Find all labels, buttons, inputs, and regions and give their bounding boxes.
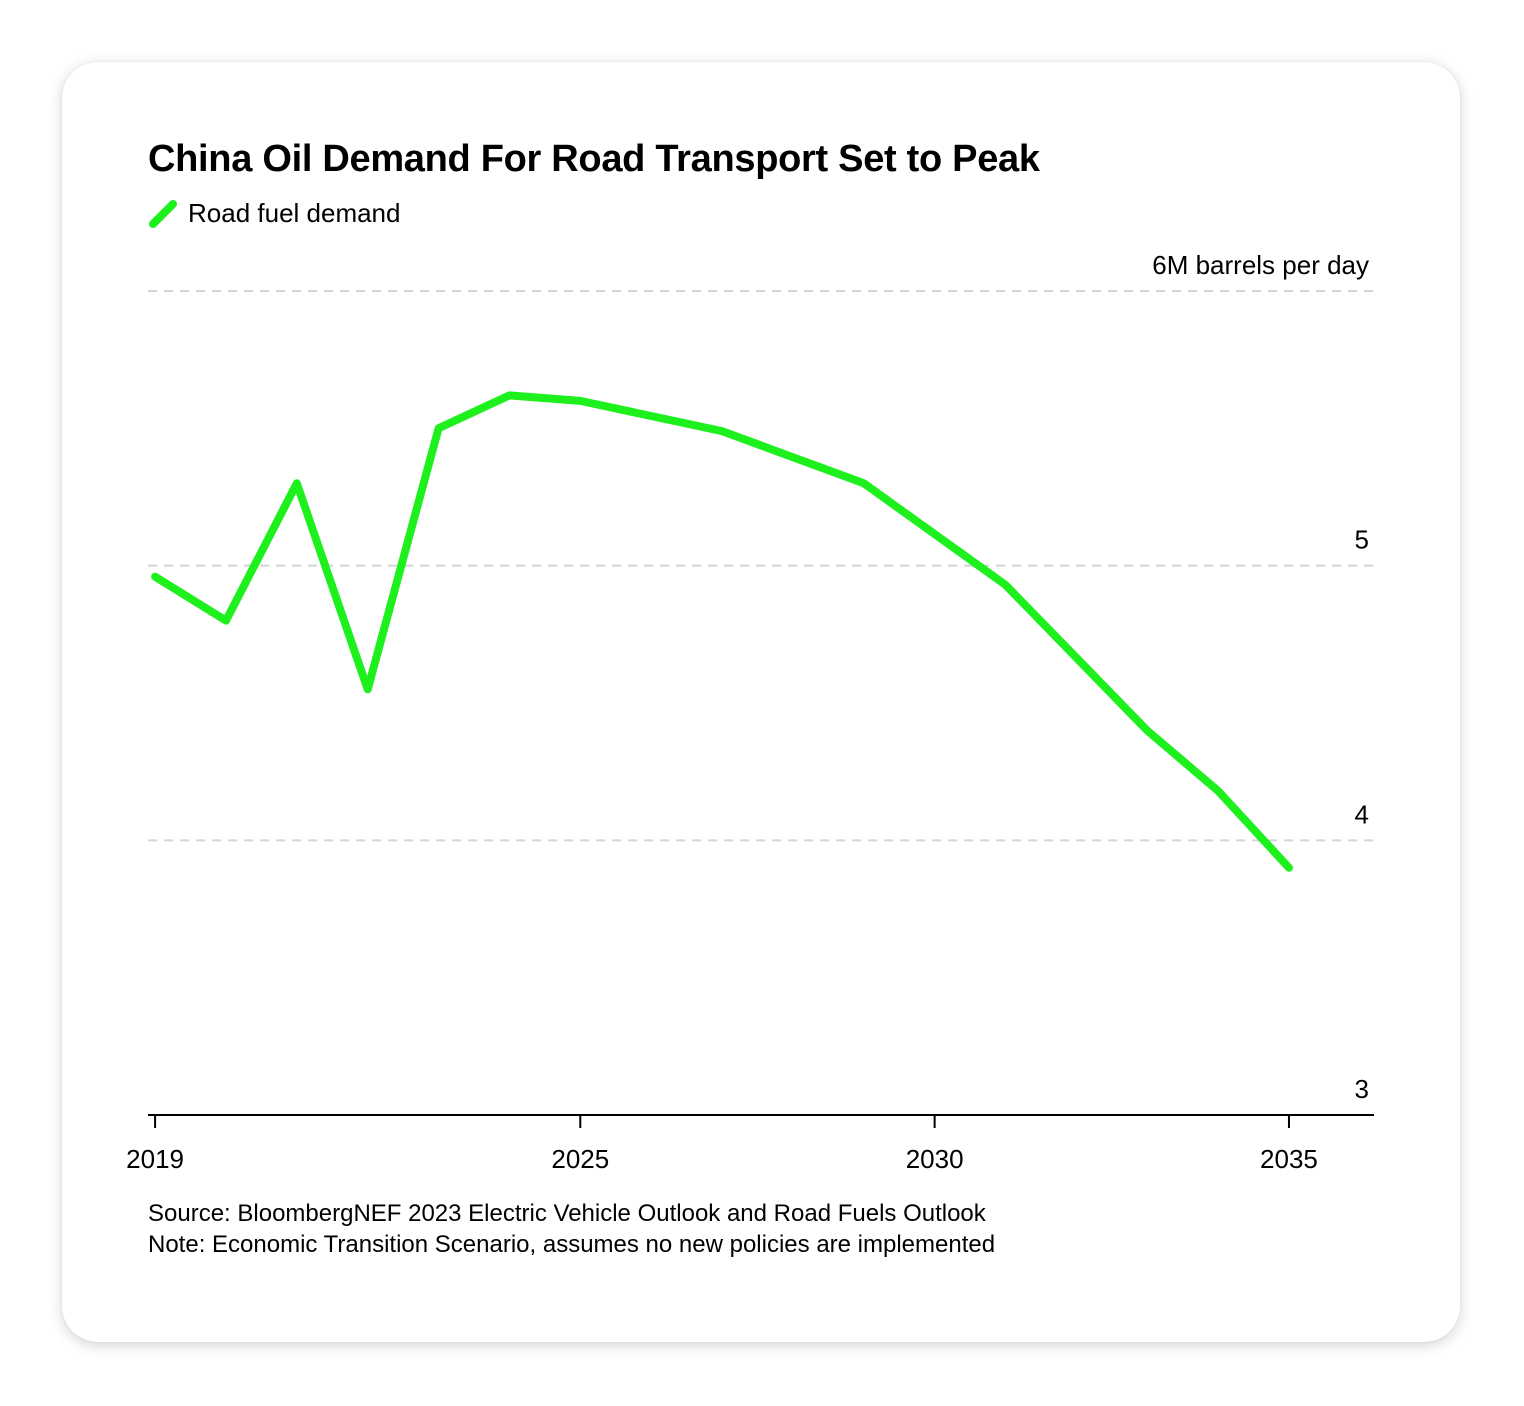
x-tick-label-2019: 2019 (126, 1144, 184, 1174)
y-tick-label-3: 3 (1355, 1074, 1369, 1104)
legend: Road fuel demand (148, 198, 400, 229)
x-tick-label-2035: 2035 (1260, 1144, 1318, 1174)
chart-card: China Oil Demand For Road Transport Set … (62, 62, 1460, 1342)
source-note: Source: BloombergNEF 2023 Electric Vehic… (148, 1200, 986, 1227)
chart-title: China Oil Demand For Road Transport Set … (148, 138, 1040, 180)
x-tick-label-2030: 2030 (906, 1144, 964, 1174)
chart-notes: Source: BloombergNEF 2023 Electric Vehic… (148, 1198, 995, 1260)
y-tick-label-4: 4 (1355, 799, 1369, 829)
y-tick-label-5: 5 (1355, 525, 1369, 555)
legend-label: Road fuel demand (188, 198, 401, 228)
series-line-0 (151, 391, 1293, 872)
y-tick-label-6: 6M barrels per day (1152, 250, 1369, 280)
scenario-note: Note: Economic Transition Scenario, assu… (148, 1231, 996, 1258)
x-tick-label-2025: 2025 (551, 1144, 609, 1174)
line-chart: 3 4 5 6M barrels per day 2019 2025 2030 2035 (126, 250, 1374, 1174)
legend-swatch-icon (149, 199, 177, 228)
